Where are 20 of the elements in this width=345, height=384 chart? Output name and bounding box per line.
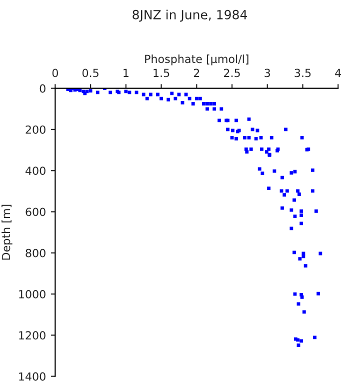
x-tick-label: 3 xyxy=(264,68,270,78)
x-tick-label: 1 xyxy=(124,68,128,77)
x-tick-label: 0.5 xyxy=(82,68,98,78)
y-tick-label: 600 xyxy=(26,208,46,216)
y-tick-label: 400 xyxy=(26,166,46,175)
x-tick-label: 2.5 xyxy=(224,68,240,78)
x-tick-label: 2 xyxy=(194,68,200,77)
y-tick-label: 1400 xyxy=(19,372,46,381)
y-tick-label: 1200 xyxy=(19,331,46,340)
y-tick-label: 1000 xyxy=(19,290,46,298)
x-tick-label: 0 xyxy=(52,68,58,78)
y-tick-label: 0 xyxy=(40,84,46,93)
x-axis-title: Phosphate [µmol/l] xyxy=(145,54,248,66)
x-tick-label: 1.5 xyxy=(154,68,170,78)
x-tick-label: 3.5 xyxy=(294,68,311,78)
x-tick-label: 4 xyxy=(335,68,342,77)
y-tick-label: 200 xyxy=(26,125,46,134)
y-tick-label: 800 xyxy=(26,248,46,258)
y-axis-title: Depth [m] xyxy=(2,204,12,260)
chart-title: 8JNZ in June, 1984 xyxy=(132,10,247,22)
